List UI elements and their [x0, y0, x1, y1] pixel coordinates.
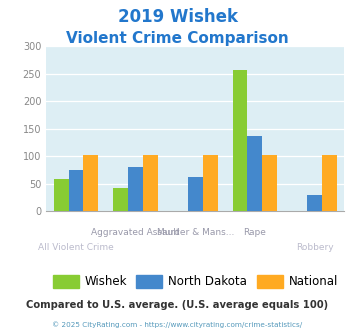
Bar — [188, 177, 203, 211]
Text: 2019 Wishek: 2019 Wishek — [118, 8, 237, 26]
Bar — [54, 179, 69, 211]
Legend: Wishek, North Dakota, National: Wishek, North Dakota, National — [48, 270, 343, 293]
Bar — [113, 188, 128, 211]
Text: Rape: Rape — [244, 228, 266, 237]
Bar — [322, 155, 337, 211]
Text: © 2025 CityRating.com - https://www.cityrating.com/crime-statistics/: © 2025 CityRating.com - https://www.city… — [53, 322, 302, 328]
Text: Compared to U.S. average. (U.S. average equals 100): Compared to U.S. average. (U.S. average … — [26, 300, 329, 310]
Bar — [203, 155, 218, 211]
Text: Murder & Mans...: Murder & Mans... — [157, 228, 234, 237]
Bar — [83, 155, 98, 211]
Bar — [307, 195, 322, 211]
Bar — [262, 155, 277, 211]
Text: Violent Crime Comparison: Violent Crime Comparison — [66, 31, 289, 46]
Text: Robbery: Robbery — [296, 243, 333, 251]
Bar — [69, 170, 83, 211]
Text: Aggravated Assault: Aggravated Assault — [91, 228, 180, 237]
Bar — [143, 155, 158, 211]
Text: All Violent Crime: All Violent Crime — [38, 243, 114, 251]
Bar — [128, 167, 143, 211]
Bar — [233, 70, 247, 211]
Bar — [247, 136, 262, 211]
